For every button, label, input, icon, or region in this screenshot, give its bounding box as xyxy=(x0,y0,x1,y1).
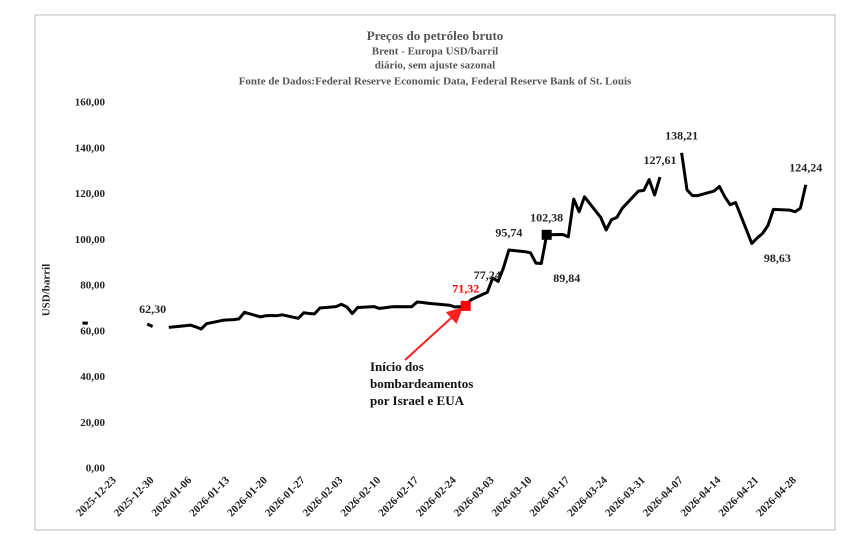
y-tick-label: 60,00 xyxy=(80,325,105,337)
chart-border xyxy=(34,14,836,531)
value-label: 98,63 xyxy=(764,251,791,265)
y-tick-label: 40,00 xyxy=(80,371,105,383)
price-line xyxy=(82,152,808,331)
annotation: Início dos xyxy=(370,359,424,374)
y-tick-label: 80,00 xyxy=(80,280,105,292)
value-label: 89,84 xyxy=(553,271,580,285)
y-tick-label: 20,00 xyxy=(80,417,105,429)
value-label: 95,74 xyxy=(495,226,522,240)
annotation: por Israel e EUA xyxy=(370,393,465,408)
y-tick-label: 100,00 xyxy=(75,234,106,246)
subtitle: Brent - Europa USD/barril xyxy=(372,46,498,58)
value-label: 77,24 xyxy=(474,268,501,282)
y-tick-label: 160,00 xyxy=(75,97,106,109)
subtitle: diário, sem ajuste sazonal xyxy=(375,60,495,72)
y-tick-label: 0,00 xyxy=(86,463,106,475)
value-label: 102,38 xyxy=(530,211,563,225)
highlight-marker xyxy=(460,300,471,311)
highlight-marker xyxy=(541,229,552,240)
y-axis-label: USD/barril xyxy=(41,264,53,317)
value-label: 127,61 xyxy=(644,153,677,167)
y-tick-label: 120,00 xyxy=(75,188,106,200)
arrow xyxy=(404,307,463,361)
y-tick-label: 140,00 xyxy=(75,142,106,154)
value-label: 124,24 xyxy=(789,161,822,175)
value-label: 138,21 xyxy=(665,129,698,143)
value-label: 71,32 xyxy=(452,282,479,296)
subtitle: Fonte de Dados:Federal Reserve Economic … xyxy=(239,76,632,88)
chart-title: Preços do petróleo bruto xyxy=(367,28,504,43)
annotation: bombardeamentos xyxy=(370,376,473,391)
value-label: 62,30 xyxy=(139,302,166,316)
